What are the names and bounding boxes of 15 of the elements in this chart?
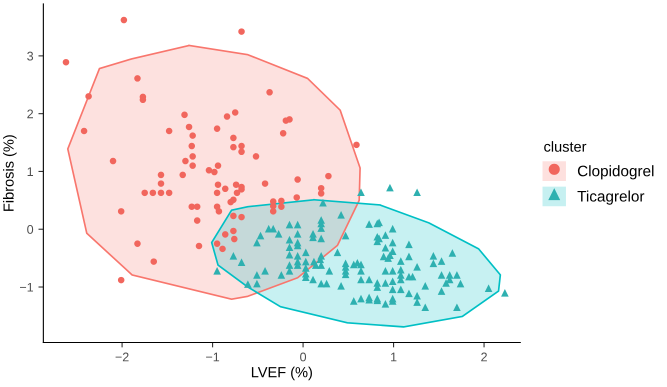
y-tick-label: 0 xyxy=(27,225,34,234)
y-tick-label: −1 xyxy=(20,282,34,292)
x-tick-label: 2 xyxy=(481,352,487,362)
legend-title: cluster xyxy=(544,141,586,152)
x-tick-label: −1 xyxy=(206,352,220,362)
y-axis-title: Fibrosis (%) xyxy=(3,135,17,211)
y-tick-label: 1 xyxy=(28,167,34,176)
y-tick-label: 3 xyxy=(27,52,34,61)
x-axis-title: LVEF (%) xyxy=(252,366,312,380)
x-tick-label: −2 xyxy=(116,352,129,362)
legend-label: Ticagrelor xyxy=(578,190,644,205)
x-tick-label: 1 xyxy=(391,352,396,362)
x-tick-label: 0 xyxy=(300,352,306,362)
legend-label: Clopidogrel xyxy=(578,165,654,180)
y-tick-label: 2 xyxy=(27,109,34,118)
